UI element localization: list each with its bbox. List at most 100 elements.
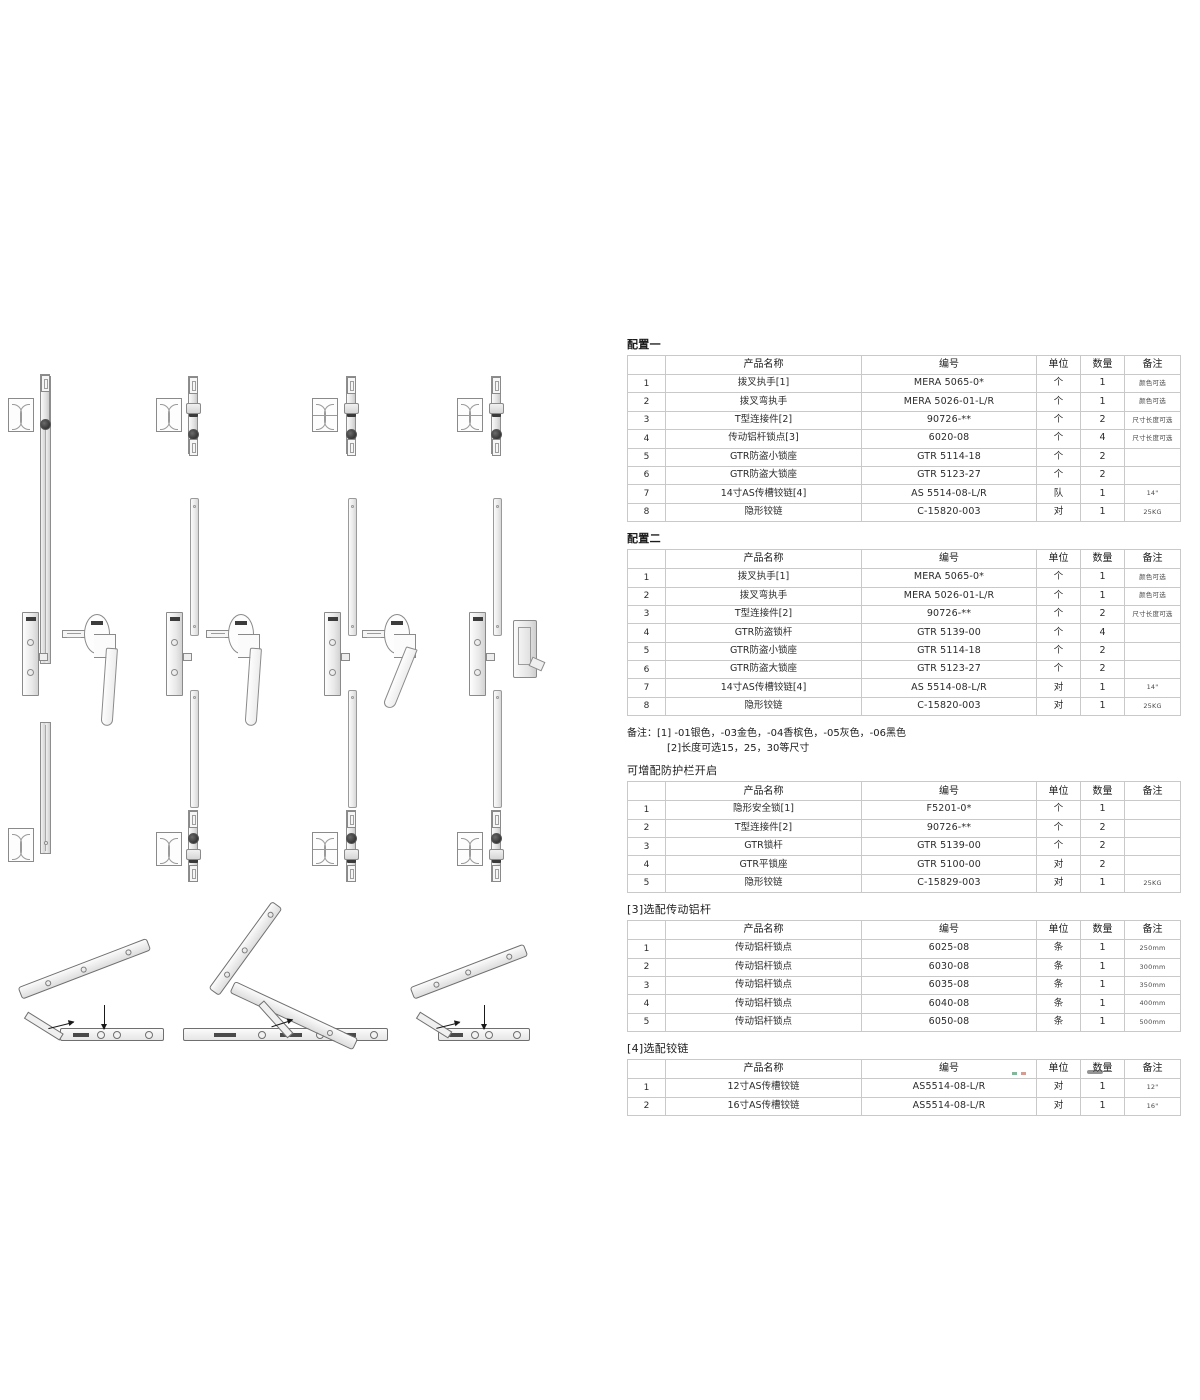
technical-drawings-panel [0, 370, 600, 1070]
col-header-unit: 单位 [1036, 355, 1081, 375]
face-plate-strip-icon [348, 498, 357, 636]
cell-index: 1 [627, 568, 666, 588]
cell-index: 4 [627, 623, 666, 643]
col-header-index [627, 355, 666, 375]
friction-stay-hinges-row [0, 900, 600, 1055]
cell-code: 6030-08 [861, 957, 1037, 977]
window-handle-straight-icon [206, 614, 286, 734]
cell-product-name: 传动铝杆锁点 [665, 939, 862, 959]
cell-product-name: GTR防盗大锁座 [665, 660, 862, 680]
striker-keeper-split-icon [457, 398, 483, 432]
section-title-config-one: 配置一 [627, 338, 661, 351]
cell-code: GTR 5139-00 [861, 623, 1037, 643]
cell-unit: 个 [1036, 392, 1081, 412]
cell-note [1124, 447, 1181, 467]
col-header-code: 编号 [861, 355, 1037, 375]
table-row: 4 GTR防盗锁杆 GTR 5139-00 个 4 [627, 623, 1181, 643]
table-row: 2 拨叉弯执手 MERA 5026-01-L/R 个 1 颜色可选 [627, 392, 1181, 412]
cell-code: MERA 5065-0* [861, 373, 1037, 394]
cell-unit: 个 [1036, 586, 1081, 606]
cell-note: 颜色可选 [1124, 392, 1181, 412]
cell-note: 颜色可选 [1124, 586, 1181, 606]
cell-unit: 个 [1036, 410, 1081, 431]
table-row: 2 16寸AS传槽铰链 AS5514-08-L/R 对 1 16" [627, 1096, 1181, 1116]
espagnolette-lower-icon [186, 810, 201, 882]
cell-note: 500mm [1124, 1012, 1181, 1033]
cell-unit: 对 [1036, 1078, 1081, 1098]
scan-artifact-green [1012, 1072, 1017, 1075]
cell-note: 250mm [1124, 939, 1181, 959]
cell-product-name: T型连接件[2] [665, 818, 862, 839]
cell-qty: 1 [1080, 1078, 1125, 1098]
face-plate-strip-lower-icon [493, 690, 502, 808]
cell-product-name: 拨叉弯执手 [665, 586, 862, 606]
cell-qty: 1 [1080, 392, 1125, 412]
table-row: 2 传动铝杆锁点 6030-08 条 1 300mm [627, 957, 1181, 977]
cell-product-name: T型连接件[2] [665, 604, 862, 625]
col-header-index [627, 920, 666, 941]
cell-product-name: 16寸AS传槽铰链 [665, 1096, 862, 1116]
cell-note: 16" [1124, 1096, 1181, 1116]
face-plate-strip-icon [190, 498, 199, 636]
col-header-unit: 单位 [1036, 549, 1081, 570]
col-header-name: 产品名称 [665, 1059, 862, 1080]
table-row: 1 隐形安全锁[1] F5201-0* 个 1 [627, 800, 1181, 820]
cell-product-name: 传动铝杆锁点 [665, 1012, 862, 1033]
cell-qty: 1 [1080, 568, 1125, 588]
cell-unit: 个 [1036, 623, 1081, 643]
face-plate-strip-lower-icon [348, 690, 357, 808]
striker-keeper-split-lower-icon [457, 832, 483, 866]
col-header-qty: 数量 [1080, 1059, 1125, 1080]
mortise-latch-icon [22, 612, 48, 696]
cell-qty: 1 [1080, 696, 1125, 717]
cell-index: 5 [627, 447, 666, 467]
col-header-index [627, 549, 666, 570]
col-header-code: 编号 [861, 781, 1037, 802]
cell-index: 5 [627, 1012, 666, 1033]
drive-rod-lower-icon [40, 722, 51, 854]
cell-index: 4 [627, 855, 666, 875]
cell-product-name: GTR防盗锁杆 [665, 623, 862, 643]
col-header-note: 备注 [1124, 781, 1181, 802]
spec-table-guardrail-option: 产品名称 编号 单位 数量 备注 1 隐形安全锁[1] F5201-0* 个 1 2 T型… [627, 781, 1181, 894]
cell-unit: 个 [1036, 837, 1081, 857]
cell-qty: 2 [1080, 818, 1125, 839]
table-row: 7 14寸AS传槽铰链[4] AS 5514-08-L/R 队 1 14" [627, 484, 1181, 504]
cell-index: 8 [627, 696, 666, 717]
cell-qty: 1 [1080, 957, 1125, 977]
table-row: 4 传动铝杆锁点 6040-08 条 1 400mm [627, 994, 1181, 1014]
cell-note: 14" [1124, 678, 1181, 698]
table-header-row: 产品名称 编号 单位 数量 备注 [627, 1059, 1181, 1080]
table-row: 1 传动铝杆锁点 6025-08 条 1 250mm [627, 939, 1181, 959]
cell-qty: 2 [1080, 447, 1125, 467]
cell-qty: 1 [1080, 678, 1125, 698]
cell-unit: 个 [1036, 604, 1081, 625]
table-header-row: 产品名称 编号 单位 数量 备注 [627, 920, 1181, 941]
striker-keeper-split-lower-icon [312, 832, 338, 866]
cell-code: GTR 5139-00 [861, 837, 1037, 857]
col-header-code: 编号 [861, 549, 1037, 570]
cell-index: 3 [627, 604, 666, 625]
friction-stay-hinge-right-icon [408, 943, 533, 1055]
cell-product-name: 14寸AS传槽铰链[4] [665, 484, 862, 504]
cell-qty: 2 [1080, 465, 1125, 486]
face-plate-strip-icon [493, 498, 502, 636]
cell-unit: 对 [1036, 855, 1081, 875]
col-header-qty: 数量 [1080, 920, 1125, 941]
cell-product-name: 传动铝杆锁点[3] [665, 429, 862, 449]
cell-note: 300mm [1124, 957, 1181, 977]
cell-product-name: 拨叉执手[1] [665, 568, 862, 588]
cell-index: 7 [627, 678, 666, 698]
table-row: 4 传动铝杆锁点[3] 6020-08 个 4 尺寸长度可选 [627, 429, 1181, 449]
cell-note [1124, 641, 1181, 662]
cell-index: 6 [627, 660, 666, 680]
cell-unit: 对 [1036, 1096, 1081, 1116]
cell-code: GTR 5100-00 [861, 855, 1037, 875]
cell-index: 4 [627, 429, 666, 449]
table-row: 5 传动铝杆锁点 6050-08 条 1 500mm [627, 1012, 1181, 1033]
table-header-row: 产品名称 编号 单位 数量 备注 [627, 549, 1181, 570]
cell-index: 2 [627, 586, 666, 606]
friction-stay-hinge-left-icon [12, 937, 167, 1055]
cell-code: MERA 5065-0* [861, 568, 1037, 588]
cell-qty: 1 [1080, 975, 1125, 996]
